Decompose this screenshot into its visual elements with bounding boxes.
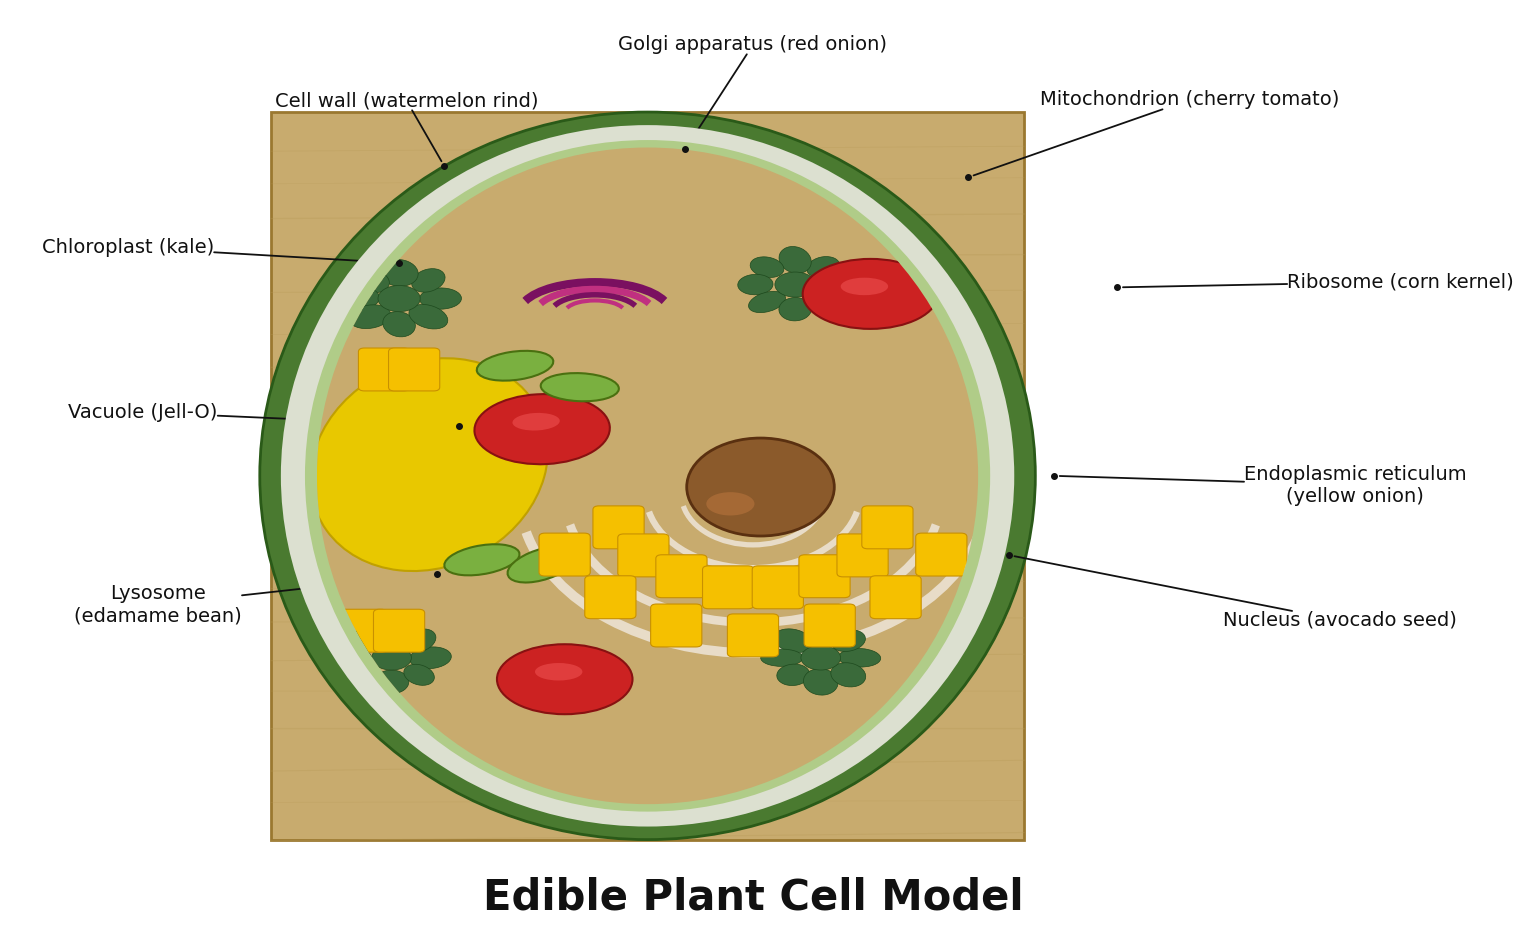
Ellipse shape xyxy=(310,358,548,571)
FancyBboxPatch shape xyxy=(617,534,670,577)
Ellipse shape xyxy=(779,298,811,321)
Ellipse shape xyxy=(281,125,1014,827)
Ellipse shape xyxy=(419,288,461,309)
Ellipse shape xyxy=(774,629,813,652)
FancyBboxPatch shape xyxy=(869,576,922,619)
Circle shape xyxy=(774,272,816,297)
FancyBboxPatch shape xyxy=(585,576,636,619)
Text: Chloroplast (kale): Chloroplast (kale) xyxy=(41,238,393,263)
FancyBboxPatch shape xyxy=(753,565,803,608)
Ellipse shape xyxy=(316,147,978,804)
Circle shape xyxy=(800,646,840,670)
FancyBboxPatch shape xyxy=(336,609,387,652)
FancyBboxPatch shape xyxy=(593,506,644,549)
Ellipse shape xyxy=(349,665,379,685)
Ellipse shape xyxy=(412,269,445,292)
Ellipse shape xyxy=(409,304,449,329)
Ellipse shape xyxy=(817,275,852,294)
FancyBboxPatch shape xyxy=(805,604,856,647)
Ellipse shape xyxy=(336,286,379,311)
Ellipse shape xyxy=(347,630,381,651)
FancyBboxPatch shape xyxy=(389,348,439,391)
FancyBboxPatch shape xyxy=(862,506,912,549)
FancyBboxPatch shape xyxy=(656,555,707,598)
Ellipse shape xyxy=(806,257,840,278)
Ellipse shape xyxy=(748,291,785,313)
Ellipse shape xyxy=(760,649,803,666)
Ellipse shape xyxy=(513,413,559,430)
Circle shape xyxy=(372,646,412,670)
Ellipse shape xyxy=(737,274,773,295)
Ellipse shape xyxy=(382,312,415,337)
Ellipse shape xyxy=(476,351,553,381)
FancyBboxPatch shape xyxy=(373,609,424,652)
FancyBboxPatch shape xyxy=(651,604,702,647)
Text: Nucleus (avocado seed): Nucleus (avocado seed) xyxy=(1014,556,1458,630)
FancyBboxPatch shape xyxy=(539,533,590,576)
Ellipse shape xyxy=(831,630,865,651)
FancyBboxPatch shape xyxy=(915,533,968,576)
Ellipse shape xyxy=(404,664,435,686)
Ellipse shape xyxy=(333,648,372,667)
Ellipse shape xyxy=(410,647,452,669)
Text: Vacuole (Jell-O): Vacuole (Jell-O) xyxy=(69,403,453,426)
Bar xyxy=(270,112,1025,840)
Ellipse shape xyxy=(444,544,519,576)
Ellipse shape xyxy=(779,246,811,273)
Ellipse shape xyxy=(375,670,409,693)
Text: Cell wall (watermelon rind): Cell wall (watermelon rind) xyxy=(275,91,538,161)
Ellipse shape xyxy=(350,268,389,293)
FancyBboxPatch shape xyxy=(837,534,888,577)
Ellipse shape xyxy=(402,629,436,652)
Text: Golgi apparatus (red onion): Golgi apparatus (red onion) xyxy=(619,35,888,145)
Ellipse shape xyxy=(803,259,938,328)
FancyBboxPatch shape xyxy=(799,555,849,598)
Ellipse shape xyxy=(260,112,1035,840)
Ellipse shape xyxy=(475,394,610,465)
Ellipse shape xyxy=(805,622,836,646)
Ellipse shape xyxy=(306,140,991,812)
Ellipse shape xyxy=(535,663,582,680)
Ellipse shape xyxy=(839,648,880,667)
Ellipse shape xyxy=(803,291,843,313)
Ellipse shape xyxy=(541,373,619,401)
Ellipse shape xyxy=(379,259,418,286)
Ellipse shape xyxy=(777,664,809,686)
Ellipse shape xyxy=(750,257,783,277)
Ellipse shape xyxy=(831,662,866,687)
Ellipse shape xyxy=(498,644,633,715)
Ellipse shape xyxy=(376,621,407,646)
Ellipse shape xyxy=(840,278,888,295)
Ellipse shape xyxy=(707,493,754,516)
FancyBboxPatch shape xyxy=(728,614,779,657)
FancyBboxPatch shape xyxy=(358,348,410,391)
FancyBboxPatch shape xyxy=(702,565,754,608)
Ellipse shape xyxy=(687,439,834,536)
Ellipse shape xyxy=(507,547,576,582)
Text: Ribosome (corn kernel): Ribosome (corn kernel) xyxy=(1123,272,1514,291)
Text: Endoplasmic reticulum
(yellow onion): Endoplasmic reticulum (yellow onion) xyxy=(1060,465,1467,506)
Circle shape xyxy=(378,285,421,312)
Text: Mitochondrion (cherry tomato): Mitochondrion (cherry tomato) xyxy=(974,91,1339,175)
Text: Edible Plant Cell Model: Edible Plant Cell Model xyxy=(482,876,1023,919)
Ellipse shape xyxy=(349,305,390,328)
FancyBboxPatch shape xyxy=(938,255,989,298)
Ellipse shape xyxy=(803,669,839,695)
Text: Lysosome
(edamame bean): Lysosome (edamame bean) xyxy=(74,575,432,625)
